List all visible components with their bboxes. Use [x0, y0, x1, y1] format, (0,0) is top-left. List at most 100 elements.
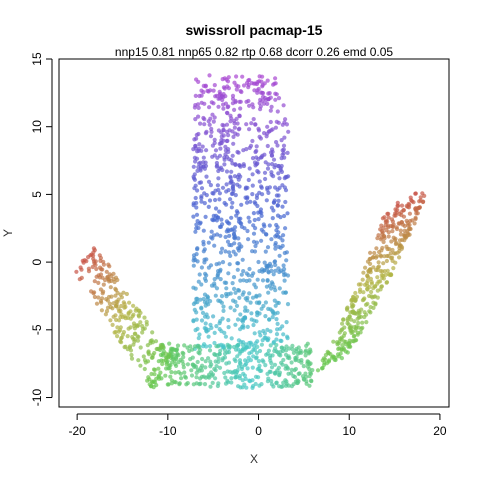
- data-point: [384, 228, 389, 233]
- data-point: [354, 338, 359, 343]
- data-point: [273, 241, 278, 246]
- data-point: [417, 199, 422, 204]
- data-point: [191, 285, 196, 290]
- data-point: [282, 278, 287, 283]
- data-point: [191, 382, 196, 387]
- data-point: [340, 343, 345, 348]
- data-point: [285, 211, 290, 216]
- data-point: [206, 327, 211, 333]
- data-point: [213, 197, 218, 203]
- data-point: [274, 140, 279, 145]
- data-point: [380, 245, 385, 251]
- data-point: [217, 153, 223, 158]
- data-point: [301, 364, 306, 369]
- data-point: [199, 265, 204, 270]
- data-point: [260, 278, 266, 283]
- data-point: [269, 286, 274, 291]
- data-point: [254, 144, 259, 149]
- data-point: [305, 341, 310, 346]
- data-point: [256, 359, 261, 364]
- data-point: [203, 321, 208, 326]
- data-point: [226, 157, 232, 162]
- data-point: [129, 356, 135, 361]
- data-point: [345, 350, 350, 355]
- data-point: [239, 221, 244, 226]
- data-point: [281, 357, 286, 363]
- data-point: [213, 376, 218, 381]
- data-point: [161, 358, 166, 363]
- data-point: [198, 376, 203, 381]
- data-point: [211, 314, 216, 319]
- data-point: [280, 243, 285, 248]
- data-point: [101, 262, 106, 267]
- data-point: [266, 129, 272, 134]
- data-point: [396, 203, 401, 208]
- data-point: [299, 350, 304, 355]
- data-point: [244, 99, 249, 104]
- data-point: [198, 381, 203, 386]
- data-point: [199, 88, 204, 93]
- data-point: [138, 363, 143, 368]
- data-point: [272, 298, 277, 303]
- data-point: [359, 326, 364, 331]
- data-point: [266, 162, 271, 167]
- data-point: [133, 331, 138, 336]
- data-point: [398, 228, 403, 233]
- data-point: [361, 290, 366, 295]
- data-point: [220, 246, 225, 251]
- data-point: [365, 278, 370, 283]
- y-tick-label: 5: [30, 191, 44, 198]
- data-point: [203, 214, 208, 219]
- data-point: [230, 200, 235, 205]
- data-point: [98, 298, 103, 304]
- data-point: [239, 272, 244, 277]
- data-point: [206, 356, 211, 361]
- data-point: [113, 286, 118, 291]
- data-point: [265, 101, 270, 106]
- data-point: [212, 281, 217, 286]
- data-point: [196, 279, 201, 284]
- data-point: [282, 120, 287, 125]
- data-point: [399, 203, 405, 208]
- data-point: [237, 295, 242, 300]
- data-point: [229, 215, 234, 220]
- data-point: [142, 366, 147, 372]
- data-point: [276, 96, 282, 101]
- data-point: [119, 303, 124, 309]
- data-point: [329, 355, 335, 360]
- data-point: [394, 226, 400, 232]
- data-point: [130, 334, 135, 340]
- data-point: [242, 373, 247, 378]
- data-point: [152, 350, 157, 356]
- data-point: [379, 235, 384, 240]
- data-point: [94, 274, 99, 279]
- data-point: [252, 88, 257, 93]
- data-point: [273, 76, 278, 81]
- data-point: [269, 378, 274, 384]
- data-point: [218, 299, 223, 304]
- data-point: [395, 207, 400, 213]
- data-point: [227, 262, 232, 267]
- data-point: [239, 89, 244, 95]
- data-point: [246, 237, 251, 242]
- data-point: [192, 344, 198, 349]
- data-point: [331, 339, 336, 344]
- data-point: [199, 306, 204, 311]
- data-point: [207, 344, 213, 349]
- data-point: [201, 83, 206, 88]
- data-point: [368, 305, 373, 310]
- data-point: [196, 350, 201, 355]
- data-point: [382, 215, 387, 220]
- data-point: [349, 302, 354, 307]
- data-point: [361, 270, 366, 275]
- data-point: [254, 350, 259, 355]
- data-point: [234, 74, 239, 79]
- data-point: [293, 355, 298, 361]
- data-point: [221, 123, 226, 128]
- data-point: [227, 250, 232, 255]
- data-point: [166, 366, 171, 371]
- data-point: [238, 106, 243, 111]
- data-point: [145, 378, 150, 383]
- data-point: [244, 81, 250, 86]
- data-point: [244, 361, 249, 367]
